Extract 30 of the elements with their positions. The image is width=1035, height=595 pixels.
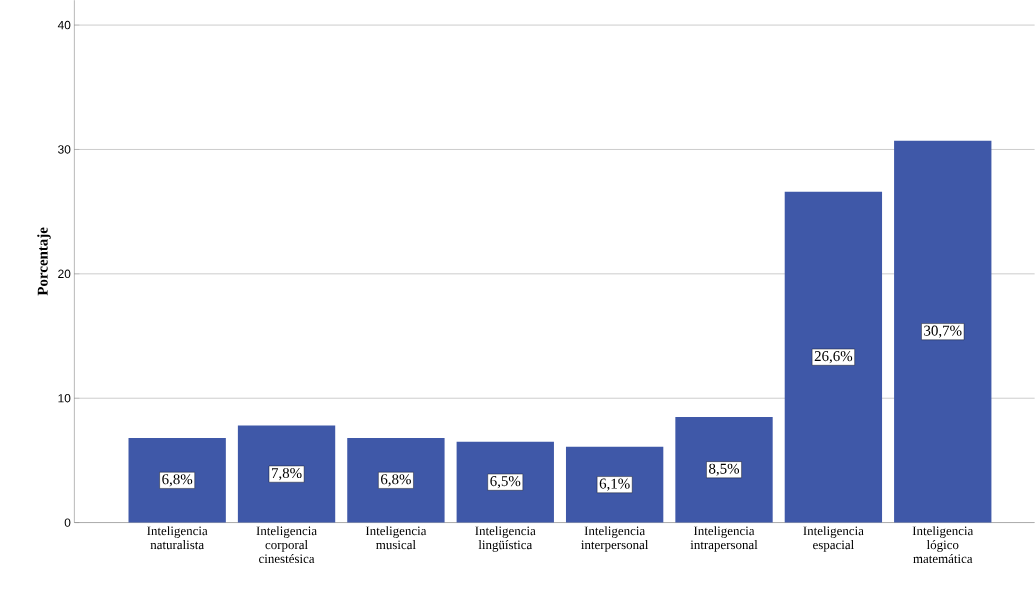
x-tick-label: Inteligencia espacial xyxy=(803,526,864,552)
data-label: 26,6% xyxy=(814,351,853,364)
data-label: 30,7% xyxy=(924,325,962,338)
data-label: 6,8% xyxy=(162,474,193,487)
data-label: 7,8% xyxy=(271,468,302,481)
x-tick-label: Inteligencia intrapersonal xyxy=(690,526,758,552)
y-tick-label: 30 xyxy=(58,145,71,154)
y-tick-label: 40 xyxy=(57,20,71,30)
data-label: 6,8% xyxy=(381,474,411,487)
data-label: 6,1% xyxy=(599,478,630,491)
data-label: 6,5% xyxy=(490,476,521,489)
x-tick-label: Inteligencia interpersonal xyxy=(581,526,649,552)
y-axis-title: Porcentaje xyxy=(37,227,51,296)
x-tick-label: Inteligencia naturalista xyxy=(147,526,208,550)
y-tick-label: 20 xyxy=(58,269,71,279)
bar xyxy=(565,446,664,523)
bar xyxy=(675,417,773,523)
x-tick-label: Inteligencia corporal cinestésica xyxy=(256,526,317,564)
x-tick-label: Inteligencia lingüística xyxy=(475,526,536,552)
bar xyxy=(237,425,336,523)
bar xyxy=(347,438,445,523)
x-tick-label: Inteligencia musical xyxy=(365,526,427,550)
bar xyxy=(128,438,226,523)
bar xyxy=(894,140,992,523)
y-tick-label: 10 xyxy=(58,394,71,403)
data-label: 8,5% xyxy=(709,463,740,476)
x-tick-label: Inteligencia lógico matemática xyxy=(912,526,974,564)
y-tick-label: 0 xyxy=(64,518,71,527)
bar xyxy=(784,191,883,523)
bar xyxy=(456,441,554,523)
